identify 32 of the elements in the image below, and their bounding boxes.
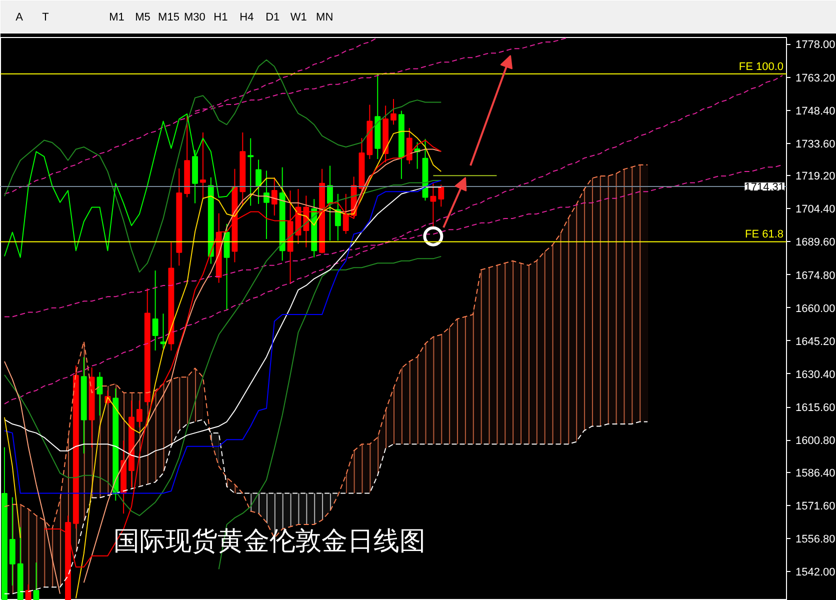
text: MN [316,12,334,24]
ref-line-label: 1714.31 [744,181,785,194]
y-tick-label: 1719.20 [796,170,836,183]
text: W1 [290,12,307,24]
y-tick-label: 1733.60 [796,138,836,150]
text: M15 [158,12,180,24]
y-tick-label: 1586.40 [796,467,836,480]
y-tick-label: 1630.40 [796,368,836,381]
y-tick-label: 1689.60 [796,236,836,249]
y-tick-label: 1615.60 [796,402,836,414]
ref-line-label: FE 61.8 [744,228,784,241]
y-tick-label: 1645.20 [796,336,836,348]
y-tick-label: 1763.20 [796,72,836,84]
y-tick-label: 1556.80 [796,533,836,546]
y-tick-label: 1674.80 [796,270,836,282]
ref-line-label: FE 100.0 [738,60,784,73]
y-tick-label: 1660.00 [796,302,836,315]
text: M30 [184,12,206,24]
text: M5 [135,12,150,24]
y-tick-label: 1704.40 [796,204,836,216]
y-tick-label: 1778.00 [796,39,836,52]
text: D1 [266,12,280,24]
text: A [16,12,24,24]
y-tick-label: 1542.00 [796,566,836,578]
y-tick-label: 1600.80 [796,435,836,448]
y-tick-label: 1571.60 [796,500,836,512]
text: H4 [240,12,254,24]
text: 国际现货黄金伦敦金日线图 [114,526,426,556]
y-tick-label: 1748.40 [796,105,836,118]
text: M1 [109,12,124,24]
text: H1 [214,12,228,24]
text: T [42,12,50,24]
